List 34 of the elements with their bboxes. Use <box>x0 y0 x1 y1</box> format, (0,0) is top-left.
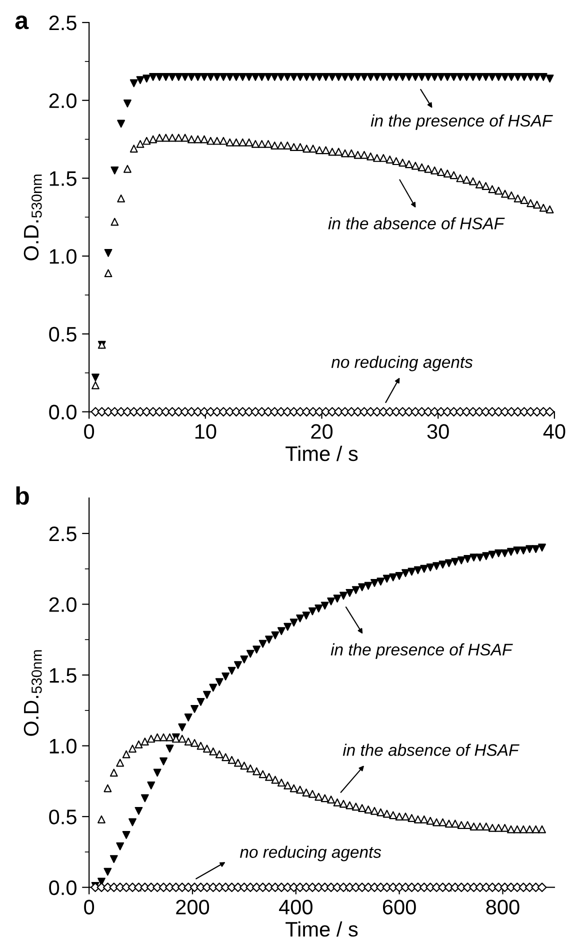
annotation: in the presence of HSAF <box>330 643 513 659</box>
x-tick-label: 800 <box>486 900 520 914</box>
x-tick-label: 10 <box>195 424 216 439</box>
y-tick-label: 2.5 <box>49 16 76 30</box>
annotation: in the presence of HSAF <box>370 114 553 130</box>
x-tick-label: 0 <box>84 900 94 914</box>
x-tick-label: 0 <box>84 424 94 439</box>
chart-title: a <box>15 16 29 30</box>
x-tick-label: 600 <box>383 900 416 914</box>
x-axis-title: Time / s <box>286 446 358 462</box>
y-tick-label: 2.0 <box>49 93 76 108</box>
y-tick-label: 1.0 <box>50 738 76 754</box>
x-tick-label: 400 <box>279 900 312 914</box>
y-tick-label: 2.5 <box>49 526 76 542</box>
annotation: in the absence of HSAF <box>328 217 505 230</box>
y-tick-label: 1.5 <box>50 668 76 683</box>
annotation: no reducing agents <box>240 846 382 862</box>
x-tick-label: 30 <box>427 424 449 439</box>
x-tick-label: 200 <box>176 900 210 914</box>
x-tick-label: 20 <box>311 424 333 439</box>
annotation: in the absence of HSAF <box>342 744 520 756</box>
y-tick-label: 0.5 <box>49 810 76 824</box>
y-tick-label: 1.5 <box>50 171 76 186</box>
y-tick-label: 0.0 <box>49 880 76 896</box>
y-axis-title: O.D.$_{530nm}$ <box>24 650 42 736</box>
x-tick-label: 40 <box>543 424 566 439</box>
x-axis-title: Time / s <box>286 921 358 937</box>
y-axis-title: O.D.$_{530nm}$ <box>24 174 42 260</box>
y-tick-label: 0.5 <box>49 326 76 342</box>
y-tick-label: 0.0 <box>49 404 76 420</box>
annotation: no reducing agents <box>331 356 473 372</box>
y-tick-label: 2.0 <box>49 597 76 612</box>
y-tick-label: 1.0 <box>50 249 76 264</box>
chart-title: b <box>16 486 29 505</box>
